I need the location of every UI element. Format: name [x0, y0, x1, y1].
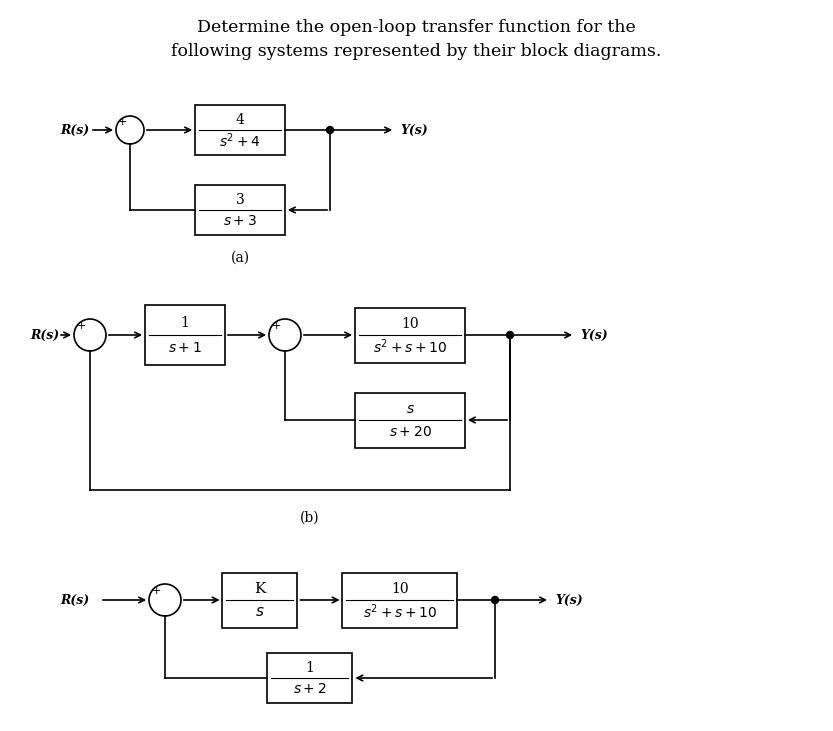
Text: Determine the open-loop transfer function for the: Determine the open-loop transfer functio… [197, 20, 636, 37]
Text: +: + [77, 321, 86, 331]
Text: $s^2+s+10$: $s^2+s+10$ [373, 338, 447, 357]
Text: following systems represented by their block diagrams.: following systems represented by their b… [171, 44, 661, 61]
Bar [267, 653, 352, 703]
Text: 1: 1 [181, 316, 189, 330]
Text: $s+20$: $s+20$ [388, 425, 431, 439]
Text: −: − [277, 344, 288, 357]
Bar [342, 572, 457, 627]
Text: (a): (a) [231, 251, 250, 265]
Text: +: + [117, 117, 127, 127]
Text: $s$: $s$ [255, 605, 265, 619]
Text: 4: 4 [236, 113, 244, 127]
Circle shape [149, 584, 181, 616]
Bar [355, 393, 465, 447]
Bar [195, 105, 285, 155]
Text: $s+2$: $s+2$ [293, 682, 327, 696]
Text: Y(s): Y(s) [555, 594, 582, 607]
Text: R(s): R(s) [30, 328, 59, 341]
Text: R(s): R(s) [60, 124, 89, 137]
Text: 10: 10 [392, 582, 409, 596]
Bar [222, 572, 297, 627]
Text: 10: 10 [402, 317, 419, 331]
Text: $s^2+s+10$: $s^2+s+10$ [363, 603, 437, 621]
Text: (b): (b) [300, 511, 320, 525]
Text: +: + [272, 321, 281, 331]
Text: +: + [152, 586, 161, 596]
Text: 1: 1 [306, 661, 314, 675]
Text: −: − [122, 137, 133, 151]
Text: R(s): R(s) [60, 594, 89, 607]
Bar [195, 185, 285, 235]
Circle shape [491, 596, 498, 604]
Text: Y(s): Y(s) [580, 328, 607, 341]
Circle shape [327, 126, 333, 134]
Text: K: K [254, 582, 266, 596]
Circle shape [74, 319, 106, 351]
Text: $s$: $s$ [406, 402, 415, 416]
Bar [145, 305, 225, 365]
Circle shape [269, 319, 301, 351]
Text: 3: 3 [236, 193, 244, 207]
Text: $s^2+4$: $s^2+4$ [219, 132, 261, 151]
Text: −: − [157, 610, 168, 623]
Text: $s+3$: $s+3$ [223, 214, 257, 228]
Text: $s+1$: $s+1$ [168, 341, 202, 355]
Text: −: − [82, 344, 93, 357]
Text: Y(s): Y(s) [400, 124, 427, 137]
Circle shape [506, 331, 513, 338]
Bar [355, 308, 465, 363]
Circle shape [116, 116, 144, 144]
